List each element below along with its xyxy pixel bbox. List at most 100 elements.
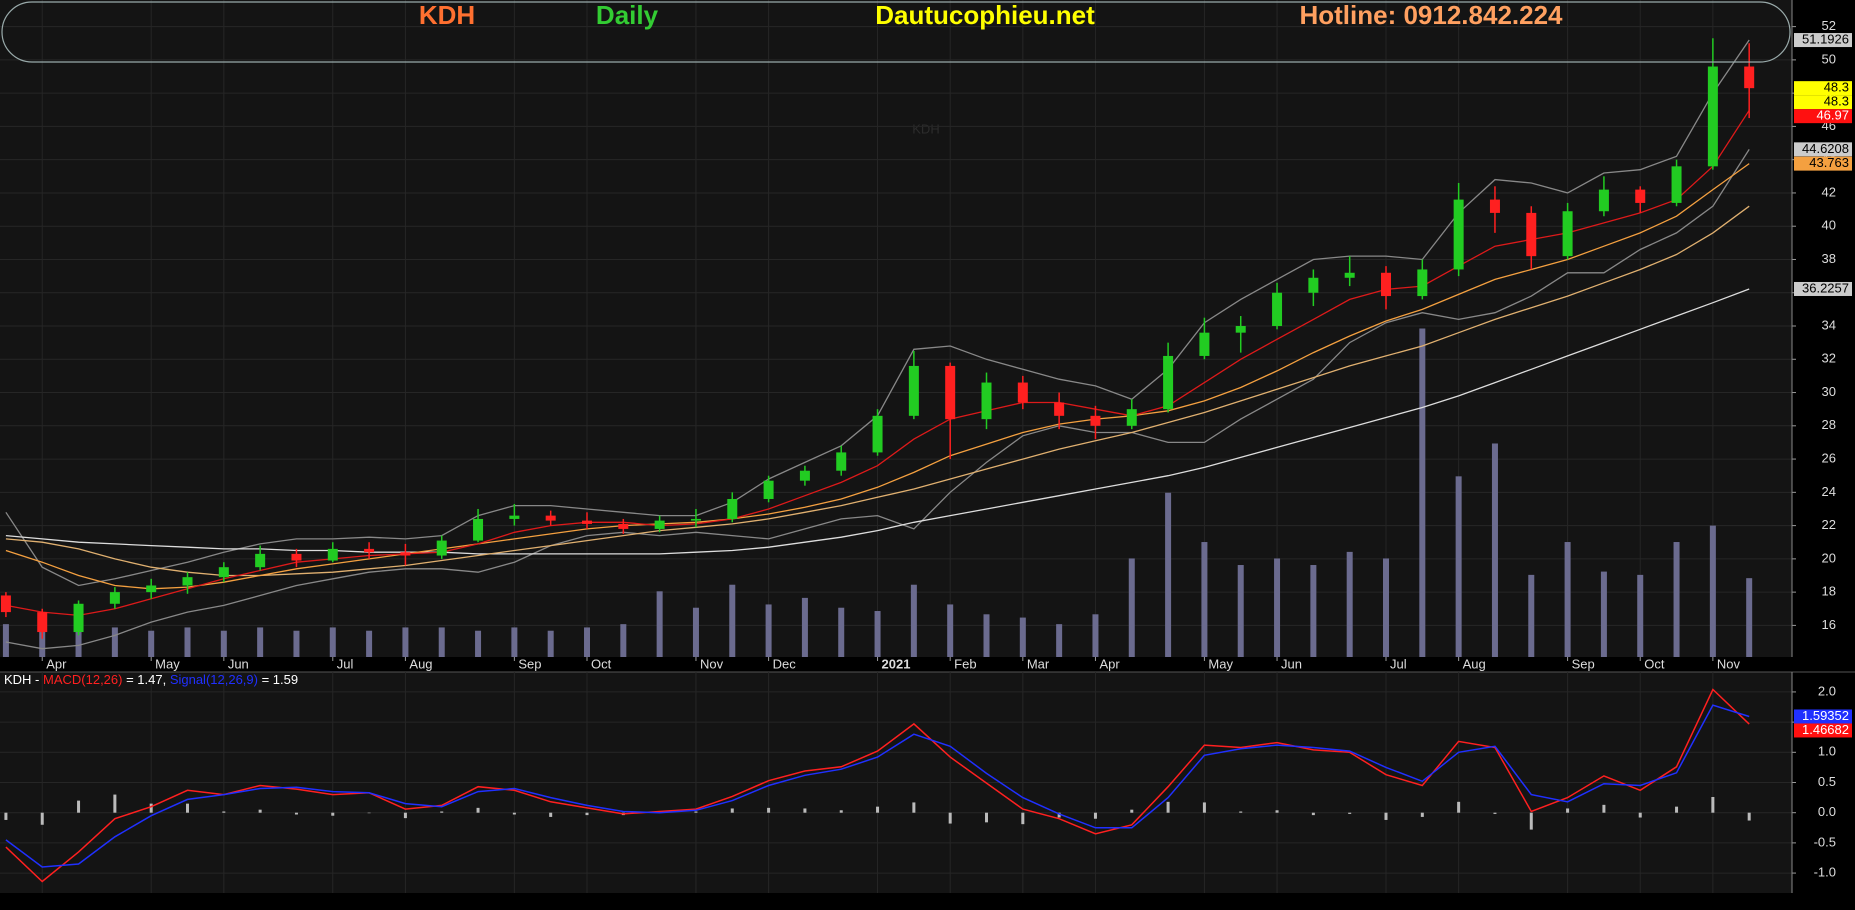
- y-tick-label: 2.0: [1818, 683, 1836, 698]
- x-tick-label: Jul: [1390, 656, 1407, 671]
- volume-bar: [1274, 558, 1281, 657]
- x-tick-label: Jun: [1281, 656, 1302, 671]
- series-line: [5, 688, 1750, 883]
- volume-bar: [1383, 558, 1390, 657]
- histogram-bar: [331, 812, 335, 816]
- candle-body: [109, 592, 120, 604]
- candle-body: [836, 452, 847, 471]
- x-tick-label: Sep: [1572, 656, 1595, 671]
- volume-bar: [1019, 617, 1026, 657]
- volume-bar: [1237, 565, 1244, 657]
- volume-bar: [1564, 542, 1571, 657]
- price-tag-bg: [1794, 156, 1852, 171]
- series-line: [5, 163, 1750, 590]
- volume-bar: [729, 584, 736, 657]
- y-tick-label: 42: [1822, 184, 1836, 199]
- histogram-bar: [440, 811, 444, 813]
- volume-bar: [1310, 565, 1317, 657]
- volume-bar: [438, 627, 445, 657]
- price-tag: 48.3: [1824, 94, 1849, 109]
- price-tag-bg: [1794, 723, 1852, 738]
- histogram-bar: [585, 812, 589, 816]
- histogram-bar: [367, 812, 371, 814]
- volume-bar: [184, 627, 191, 657]
- volume-bar: [1419, 328, 1426, 657]
- x-tick-label: Nov: [700, 656, 724, 671]
- histogram-bar: [912, 802, 916, 813]
- histogram-bar: [1638, 812, 1642, 818]
- histogram-bar: [1420, 812, 1424, 817]
- y-tick-label: 28: [1822, 417, 1836, 432]
- histogram-bar: [113, 794, 117, 813]
- candle-body: [1707, 66, 1718, 167]
- histogram-bar: [149, 803, 153, 813]
- histogram-bar: [1202, 802, 1206, 813]
- volume-bar: [1128, 558, 1135, 657]
- candle-body: [908, 365, 919, 416]
- price-tag-bg: [1794, 33, 1852, 48]
- volume-bar: [692, 607, 699, 657]
- y-tick-label: 1.0: [1818, 744, 1836, 759]
- histogram-bar: [1021, 812, 1025, 825]
- candle-body: [1635, 189, 1646, 203]
- candle-body: [473, 518, 484, 541]
- price-tag-bg: [1794, 709, 1852, 724]
- candle-body: [364, 548, 375, 553]
- histogram-bar: [803, 808, 807, 813]
- volume-bar: [983, 614, 990, 657]
- date-strip: [0, 657, 1792, 672]
- volume-bar: [947, 604, 954, 657]
- candle-body: [146, 585, 157, 593]
- histogram-bar: [767, 807, 771, 813]
- candle-body: [1562, 211, 1573, 257]
- volume-bar: [2, 624, 9, 657]
- y-tick-label: 16: [1822, 617, 1836, 632]
- histogram-bar: [1093, 812, 1097, 819]
- candle-body: [1453, 199, 1464, 270]
- candle-body: [1272, 292, 1283, 327]
- volume-bar: [584, 627, 591, 657]
- histogram-bar: [1130, 809, 1134, 813]
- x-tick-label: Feb: [954, 656, 976, 671]
- y-tick-label: -0.5: [1814, 834, 1836, 849]
- candle-body: [73, 603, 84, 633]
- price-tag: 44.6208: [1802, 141, 1849, 156]
- candle-body: [872, 415, 883, 453]
- price-tag: 1.46682: [1802, 722, 1849, 737]
- candle-body: [618, 523, 629, 529]
- histogram-bar: [1384, 812, 1388, 820]
- legend-item: = 1.59: [258, 672, 298, 687]
- y-tick-label: 0.5: [1818, 774, 1836, 789]
- histogram-bar: [1711, 796, 1715, 813]
- x-tick-label: Aug: [409, 656, 432, 671]
- candle-body: [1489, 199, 1500, 213]
- histogram-bar: [1239, 811, 1243, 813]
- histogram-bar: [222, 811, 226, 813]
- candle-body: [1199, 332, 1210, 356]
- legend-item: = 1.47,: [122, 672, 169, 687]
- volume-bar: [874, 611, 881, 657]
- x-tick-label: Oct: [1644, 656, 1665, 671]
- volume-bar: [111, 627, 118, 657]
- candle-body: [1744, 66, 1755, 89]
- histogram-bar: [948, 812, 952, 824]
- x-tick-label: Mar: [1027, 656, 1050, 671]
- x-tick-label: Sep: [518, 656, 541, 671]
- volume-bar: [1491, 443, 1498, 657]
- histogram-bar: [186, 803, 190, 813]
- y-tick-label: 20: [1822, 550, 1836, 565]
- price-tag-bg: [1794, 81, 1852, 96]
- hotline: Hotline: 0912.842.224: [1299, 0, 1563, 30]
- volume-bar: [1165, 492, 1172, 657]
- y-tick-label: 32: [1822, 351, 1836, 366]
- candle-body: [255, 553, 266, 568]
- bottom-strip: [0, 893, 1855, 910]
- volume-bar: [838, 607, 845, 657]
- histogram-bar: [40, 812, 44, 825]
- volume-bar: [148, 630, 155, 657]
- legend-item: KDH -: [4, 672, 43, 687]
- candle-body: [945, 365, 956, 420]
- price-tag-bg: [1794, 109, 1852, 124]
